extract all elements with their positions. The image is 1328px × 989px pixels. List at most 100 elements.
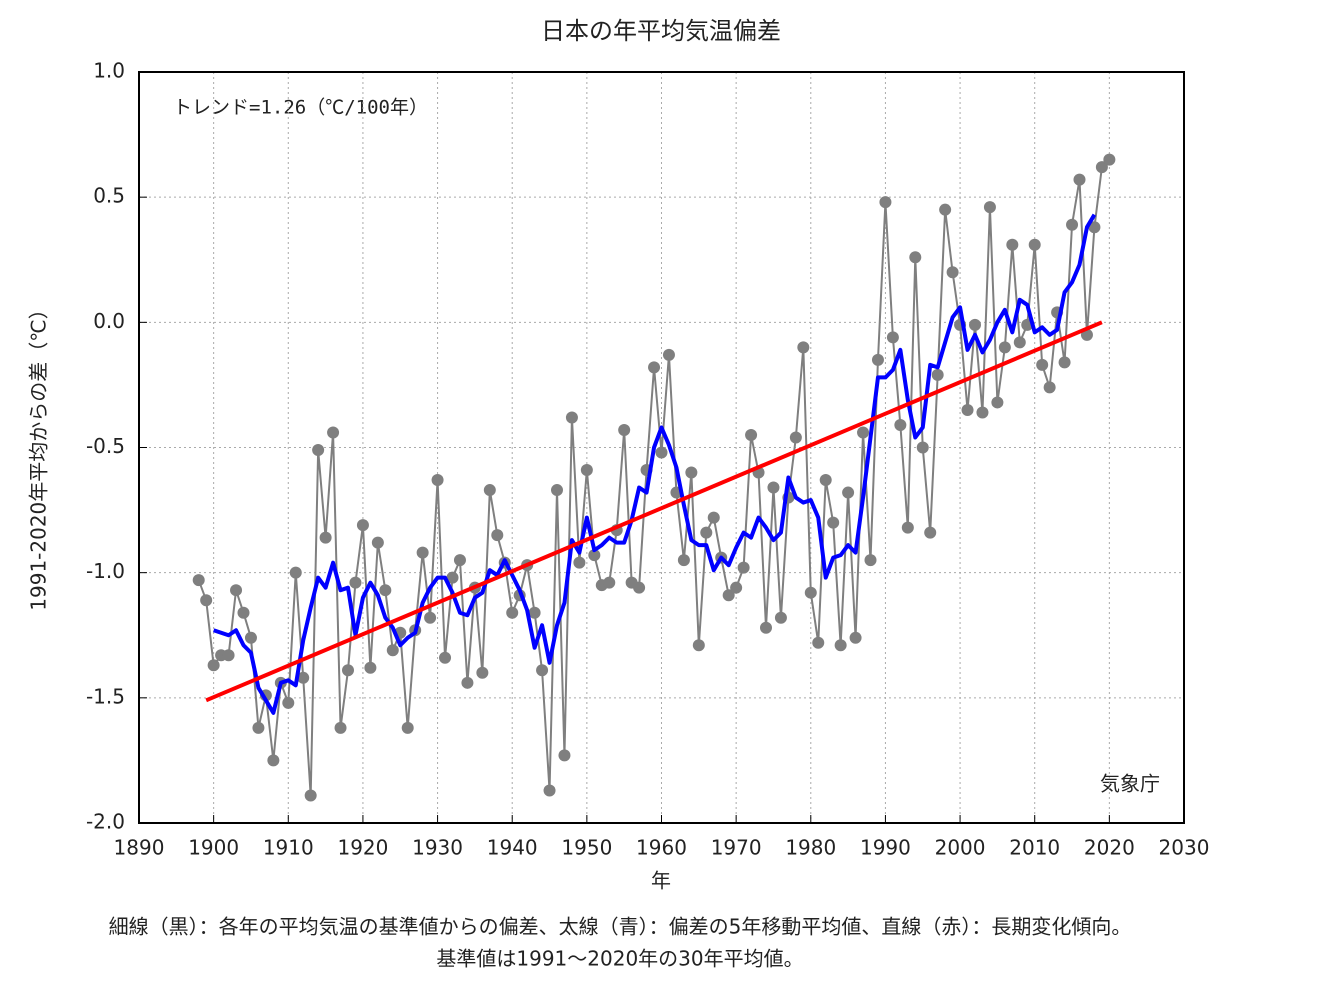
data-point bbox=[379, 584, 392, 597]
data-point bbox=[319, 531, 332, 544]
data-point bbox=[685, 466, 698, 479]
data-point bbox=[1028, 238, 1041, 251]
data-point bbox=[618, 423, 631, 436]
data-point bbox=[1066, 218, 1079, 231]
y-tick-label: -0.5 bbox=[86, 434, 125, 458]
plot-frame bbox=[138, 71, 1185, 824]
data-point bbox=[983, 201, 996, 214]
y-tick-label: 0.5 bbox=[93, 184, 125, 208]
credit: 気象庁 bbox=[1100, 772, 1160, 796]
data-point bbox=[969, 318, 981, 331]
series-line bbox=[205, 320, 1103, 703]
data-point bbox=[528, 606, 541, 619]
data-point bbox=[1088, 221, 1101, 234]
data-point bbox=[939, 203, 952, 216]
data-point bbox=[745, 428, 758, 441]
data-point bbox=[767, 481, 780, 494]
x-tick-label: 1980 bbox=[785, 836, 836, 860]
data-point bbox=[356, 519, 369, 532]
series-line bbox=[213, 213, 1097, 715]
data-point bbox=[692, 639, 705, 652]
series-line bbox=[197, 158, 1111, 797]
y-tick-label: 1.0 bbox=[93, 59, 125, 83]
data-point bbox=[1103, 153, 1116, 166]
x-tick-label: 1930 bbox=[412, 836, 463, 860]
x-tick-label: 2010 bbox=[1009, 836, 1060, 860]
data-point bbox=[431, 474, 444, 487]
data-point bbox=[700, 526, 713, 539]
x-tick-label: 2000 bbox=[935, 836, 986, 860]
data-point bbox=[819, 474, 832, 487]
data-point bbox=[633, 581, 646, 594]
data-point bbox=[252, 721, 265, 734]
data-point bbox=[827, 516, 840, 529]
data-point bbox=[289, 566, 302, 579]
data-point bbox=[371, 536, 384, 549]
data-point bbox=[842, 486, 855, 499]
data-point bbox=[946, 266, 959, 279]
data-point bbox=[909, 251, 922, 264]
y-tick-label: 0.0 bbox=[93, 309, 125, 333]
data-point bbox=[237, 606, 250, 619]
x-tick-label: 1920 bbox=[337, 836, 388, 860]
data-point bbox=[662, 348, 675, 361]
data-point bbox=[334, 721, 347, 734]
data-point bbox=[804, 586, 817, 599]
data-point bbox=[1043, 381, 1056, 394]
data-point bbox=[424, 611, 437, 624]
data-point bbox=[483, 484, 496, 497]
data-point bbox=[551, 484, 563, 497]
data-point bbox=[648, 361, 661, 374]
data-point bbox=[200, 594, 213, 607]
x-tick-label: 2020 bbox=[1084, 836, 1135, 860]
data-point bbox=[327, 426, 340, 439]
data-point bbox=[1036, 358, 1049, 371]
x-tick-label: 1900 bbox=[188, 836, 239, 860]
x-tick-label: 1960 bbox=[636, 836, 687, 860]
x-tick-label: 1940 bbox=[487, 836, 538, 860]
data-point bbox=[1073, 173, 1086, 186]
x-tick-label: 1890 bbox=[114, 836, 165, 860]
data-point bbox=[849, 631, 862, 644]
data-point bbox=[416, 546, 429, 559]
y-tick-label: -1.0 bbox=[86, 559, 125, 583]
data-point bbox=[879, 196, 892, 209]
data-point bbox=[924, 526, 937, 539]
data-point bbox=[901, 521, 914, 534]
y-tick-label: -2.0 bbox=[86, 810, 125, 834]
data-point bbox=[282, 696, 295, 709]
data-point bbox=[894, 418, 907, 431]
data-point bbox=[707, 511, 720, 524]
data-point bbox=[789, 431, 802, 444]
data-point bbox=[871, 353, 884, 366]
data-point bbox=[506, 606, 519, 619]
data-point bbox=[558, 749, 571, 762]
x-tick-label: 1990 bbox=[860, 836, 911, 860]
data-point bbox=[812, 636, 825, 649]
x-axis-label: 年 bbox=[651, 869, 671, 893]
data-point bbox=[207, 659, 220, 672]
data-point bbox=[931, 368, 944, 381]
data-point bbox=[1006, 238, 1019, 251]
data-point bbox=[857, 426, 870, 439]
data-point bbox=[349, 576, 362, 589]
data-point bbox=[886, 331, 899, 344]
x-tick-label: 2030 bbox=[1159, 836, 1210, 860]
data-point bbox=[1095, 161, 1108, 174]
data-point bbox=[730, 581, 743, 594]
data-point bbox=[998, 341, 1011, 354]
data-point bbox=[491, 529, 504, 542]
data-point bbox=[588, 549, 601, 562]
data-point bbox=[1058, 356, 1071, 369]
data-point bbox=[797, 341, 810, 354]
y-axis-label: 1991-2020年平均からの差（℃） bbox=[27, 299, 51, 610]
annotation: トレンド=1.26（℃/100年） bbox=[173, 97, 428, 119]
x-tick-label: 1950 bbox=[561, 836, 612, 860]
data-point bbox=[244, 631, 257, 644]
data-point bbox=[565, 411, 578, 424]
data-point bbox=[543, 784, 556, 797]
data-point bbox=[312, 444, 325, 457]
data-point bbox=[573, 556, 586, 569]
data-point bbox=[677, 554, 690, 567]
